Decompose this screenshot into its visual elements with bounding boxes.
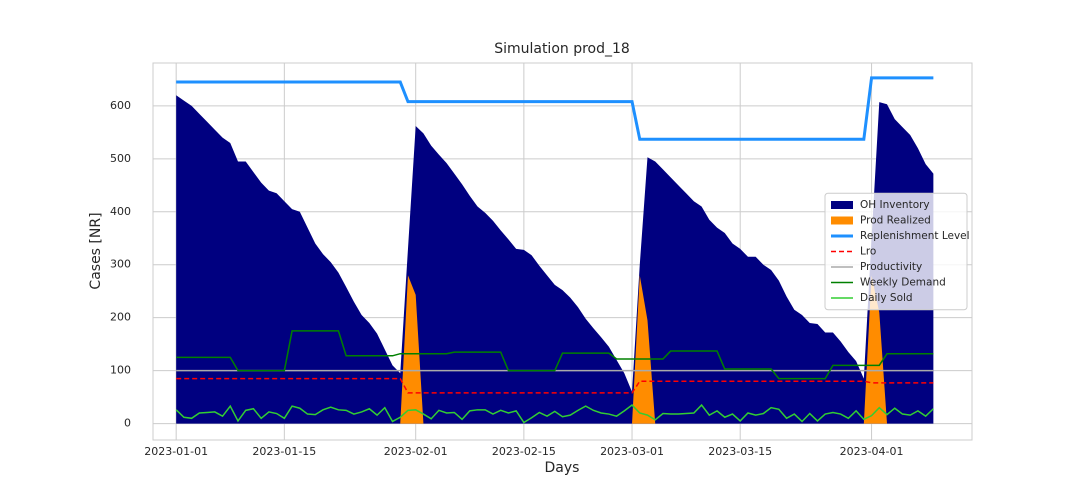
line — [175, 403, 934, 424]
legend-swatch — [831, 216, 853, 225]
line — [176, 330, 934, 380]
y-tick-label: 200 — [110, 311, 131, 324]
legend-label: Daily Sold — [860, 292, 913, 304]
legend-label: Weekly Demand — [860, 277, 946, 289]
legend-label: OH Inventory — [860, 199, 930, 211]
chart-title: Simulation prod_18 — [494, 41, 630, 57]
line — [176, 76, 934, 141]
legend-label: Prod Realized — [860, 215, 931, 227]
y-tick-label: 100 — [110, 364, 131, 377]
y-tick-label: 0 — [124, 417, 131, 430]
x-tick-label: 2023-03-15 — [708, 445, 772, 458]
x-tick-label: 2023-04-01 — [840, 445, 904, 458]
y-tick-label: 500 — [110, 152, 131, 165]
x-tick-label: 2023-03-01 — [600, 445, 664, 458]
area — [176, 95, 934, 424]
line — [176, 377, 934, 394]
legend-label: Productivity — [860, 261, 922, 273]
legend-label: Lro — [860, 246, 876, 258]
x-axis-label: Days — [545, 460, 580, 476]
x-tick-label: 2023-02-01 — [384, 445, 448, 458]
x-tick-label: 2023-01-15 — [252, 445, 316, 458]
y-axis-label: Cases [NR] — [88, 212, 104, 289]
legend-label: Replenishment Level — [860, 230, 970, 242]
x-tick-label: 2023-02-15 — [492, 445, 556, 458]
y-tick-label: 600 — [110, 99, 131, 112]
x-tick-label: 2023-01-01 — [144, 445, 208, 458]
legend-swatch — [831, 201, 853, 209]
legend-box — [824, 192, 968, 311]
y-tick-label: 300 — [110, 258, 131, 271]
y-tick-label: 400 — [110, 205, 131, 218]
